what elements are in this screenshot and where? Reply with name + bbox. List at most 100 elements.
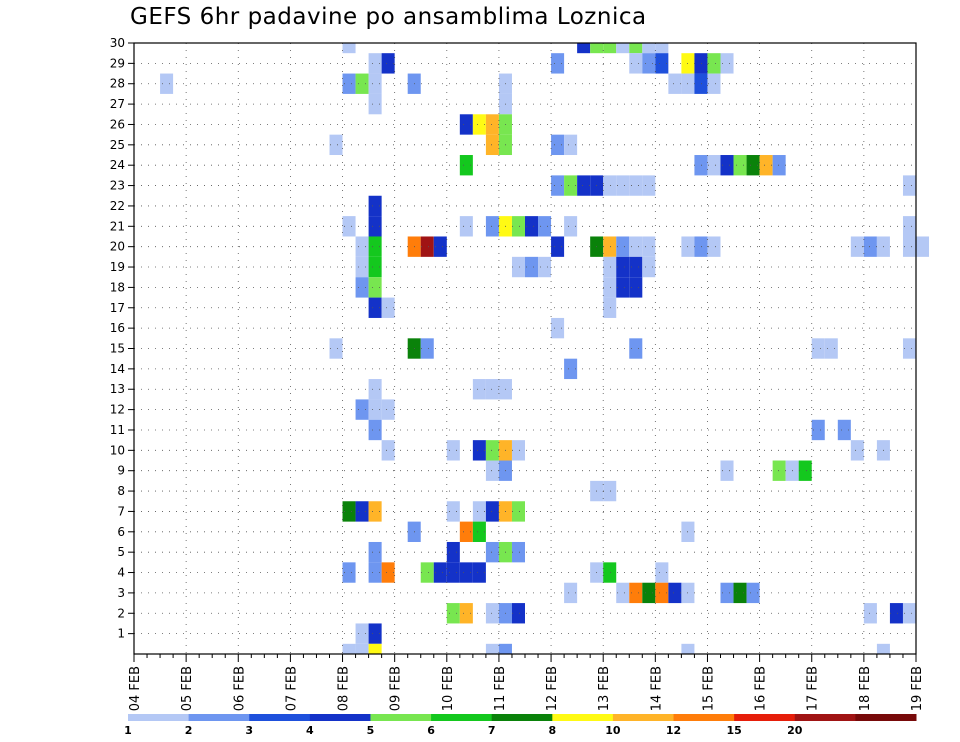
heatmap-cell [564,582,578,604]
colorbar-label: 12 [666,724,681,737]
heatmap-cell [850,236,864,257]
heatmap-cell [355,643,369,654]
heatmap-cell [355,73,369,94]
heatmap-cell [485,460,499,481]
heatmap-cell [511,501,525,522]
heatmap-cell [603,277,617,298]
heatmap-cell [446,562,460,583]
heatmap-cell [616,43,630,54]
x-date-label: 17 FEB [806,666,821,711]
heatmap-cell [655,582,669,604]
heatmap-cell [720,155,734,176]
heatmap-cell [472,379,486,400]
heatmap-cell [772,155,786,176]
colorbar-swatch [128,714,190,721]
heatmap-cell [368,216,382,237]
heatmap-cell [616,277,630,298]
heatmap-cell [629,338,643,359]
heatmap-cell [863,603,877,624]
heatmap-cell [485,216,499,237]
heatmap-cell [433,562,447,583]
heatmap-cell [368,73,382,94]
heatmap-cell [355,277,369,298]
heatmap-cell [564,134,578,156]
heatmap-cell [368,277,382,298]
y-tick-label: 23 [110,179,125,193]
y-tick-label: 19 [110,260,125,274]
heatmap-cell [707,53,721,74]
heatmap-cell [902,216,916,237]
x-date-label: 05 FEB [180,666,195,711]
heatmap-cell [355,256,369,278]
heatmap-cell [485,643,499,654]
heatmap-cell [668,582,682,604]
heatmap-cell [511,603,525,624]
colorbar-label: 15 [726,724,741,737]
colorbar: 1 2 3 4 5 6 7 8 10 12 15 20 [124,714,917,737]
heatmap-cell [577,43,591,54]
heatmap-cell [902,338,916,359]
heatmap-cell [577,175,591,196]
heatmap-cell [459,155,473,176]
heatmap-cell [551,134,565,156]
heatmap-cell [355,399,369,420]
heatmap-cell [564,175,578,196]
colorbar-label: 4 [306,724,314,737]
heatmap-cell [368,236,382,257]
heatmap-cell [525,216,539,237]
heatmap-cell [381,399,395,420]
chart-title: GEFS 6hr padavine po ansamblima Loznica [130,4,647,30]
heatmap-cell [629,43,643,54]
heatmap-cell [655,53,669,74]
heatmap-cell [629,277,643,298]
heatmap-cell [368,541,382,563]
y-tick-label: 9 [117,464,125,478]
colorbar-label: 7 [488,724,496,737]
heatmap-cell [446,541,460,563]
heatmap-cell [551,317,565,339]
heatmap-cell [342,562,356,583]
colorbar-label: 6 [427,724,435,737]
colorbar-swatch [612,714,675,721]
heatmap-cell [707,73,721,94]
heatmap-cell [616,175,630,196]
heatmap-cell [368,53,382,74]
heatmap-cell [472,501,486,522]
y-tick-label: 30 [110,36,125,50]
heatmap-cell [694,73,708,94]
heatmap-cell [485,501,499,522]
heatmap-cell [511,216,525,237]
heatmap-cell [355,501,369,522]
heatmap-cell [485,541,499,563]
heatmap-cell [472,440,486,461]
heatmap-cell [916,236,930,257]
heatmap-cell [811,419,825,441]
heatmap-cell [720,582,734,604]
heatmap-cell [420,338,434,359]
heatmap-cell [420,236,434,257]
heatmap-cell [642,236,656,257]
heatmap-cell [368,643,382,654]
y-tick-label: 15 [110,342,125,356]
heatmap-cell [485,440,499,461]
heatmap-cell [342,43,356,54]
axes: 1234567891011121314151617181920212223242… [110,36,925,711]
heatmap-cell [381,440,395,461]
heatmap-cell [381,297,395,318]
heatmap-cell [472,114,486,135]
heatmap-cell [694,53,708,74]
colorbar-swatch [309,714,371,721]
y-tick-label: 20 [110,240,125,254]
x-date-label: 19 FEB [910,666,925,711]
heatmap-cell [420,562,434,583]
heatmap-cell [551,175,565,196]
heatmap-cell [902,603,916,624]
heatmap-cell [616,236,630,257]
colorbar-swatch [491,714,553,721]
y-tick-label: 5 [117,545,125,559]
heatmap-cell [472,521,486,542]
heatmap-cell [811,338,825,359]
heatmap-cell [459,216,473,237]
heatmap-cell [746,155,760,176]
y-tick-label: 7 [117,504,125,518]
